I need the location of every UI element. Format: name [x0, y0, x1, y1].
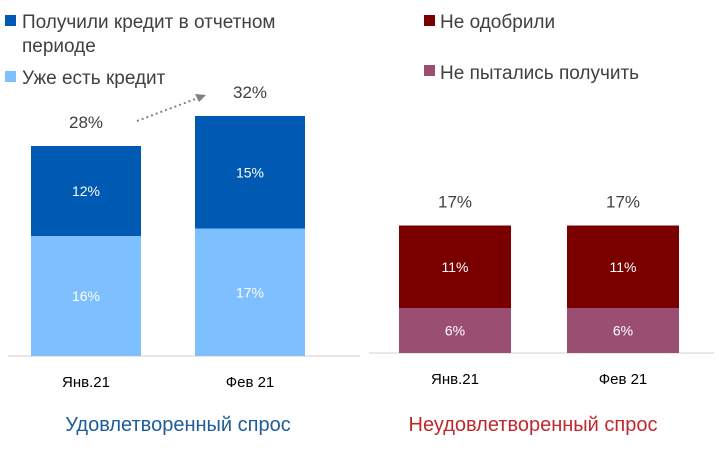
panel-title-right: Неудовлетворенный спрос [409, 414, 658, 436]
legend-label-received-line1: Получили кредит в отчетном [22, 12, 275, 33]
left-label-existing-1: 17% [236, 284, 264, 300]
legend-label-not-tried: Не пытались получить [440, 63, 639, 84]
left-label-received-1: 15% [236, 164, 264, 180]
right-bar-rejected-0 [399, 225, 511, 308]
right-tick-1: Фев 21 [599, 371, 648, 388]
left-label-received-0: 12% [72, 183, 100, 199]
right-label-not-tried-1: 6% [613, 323, 633, 339]
legend-left: Получили кредит в отчетном периоде Уже е… [5, 12, 275, 89]
legend-label-rejected: Не одобрили [440, 12, 555, 33]
right-bar-not-tried-0 [399, 308, 511, 353]
right-chart-bars: 6% 11% 17% Янв.21 6% 11% 17% Фев 21 [399, 193, 679, 388]
left-total-1: 32% [233, 83, 267, 102]
trend-arrow [136, 94, 206, 122]
right-total-0: 17% [438, 193, 472, 212]
left-bar-existing-0 [31, 236, 141, 356]
left-label-existing-0: 16% [72, 288, 100, 304]
trend-arrow-line [136, 97, 199, 122]
right-tick-0: Янв.21 [431, 371, 479, 388]
right-bar-rejected-1 [567, 225, 679, 308]
legend-swatch-rejected [424, 15, 435, 26]
legend-swatch-received [5, 15, 16, 26]
left-bar-received-1 [195, 116, 305, 229]
right-label-rejected-0: 11% [442, 259, 469, 275]
panel-title-left: Удовлетворенный спрос [65, 414, 290, 436]
right-bar-not-tried-1 [567, 308, 679, 353]
right-label-not-tried-0: 6% [445, 323, 465, 339]
legend-label-received-line2: периоде [22, 36, 96, 57]
legend-right: Не одобрили Не пытались получить [424, 12, 639, 84]
left-tick-0: Янв.21 [62, 374, 110, 391]
left-tick-1: Фев 21 [226, 374, 275, 391]
right-total-1: 17% [606, 193, 640, 212]
legend-swatch-not-tried [424, 65, 435, 76]
left-total-0: 28% [69, 113, 103, 132]
left-bar-received-0 [31, 146, 141, 236]
right-label-rejected-1: 11% [610, 259, 637, 275]
legend-swatch-existing [5, 71, 16, 82]
left-chart-bars: 16% 12% 28% Янв.21 17% 15% 32% Фев 21 [31, 83, 305, 391]
left-bar-existing-1 [195, 228, 305, 356]
trend-arrow-head [195, 94, 206, 102]
legend-label-existing: Уже есть кредит [22, 68, 166, 89]
